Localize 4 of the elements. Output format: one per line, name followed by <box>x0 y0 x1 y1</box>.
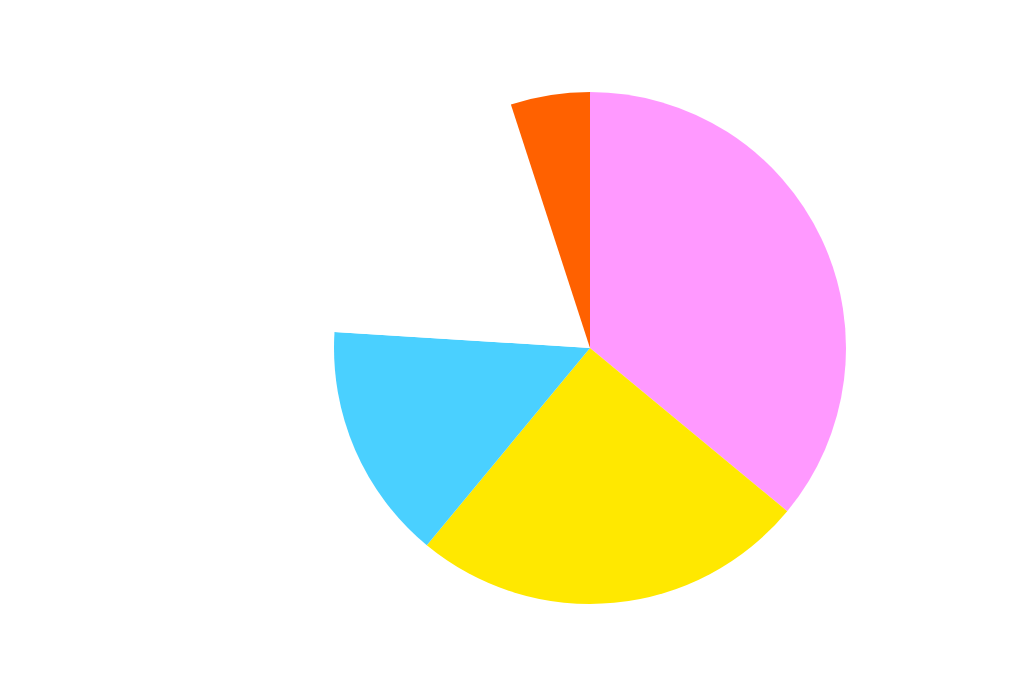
pie-slice <box>510 92 590 348</box>
pie-slice <box>590 92 846 512</box>
pie-slice <box>426 348 788 604</box>
pie-slice <box>334 331 590 546</box>
